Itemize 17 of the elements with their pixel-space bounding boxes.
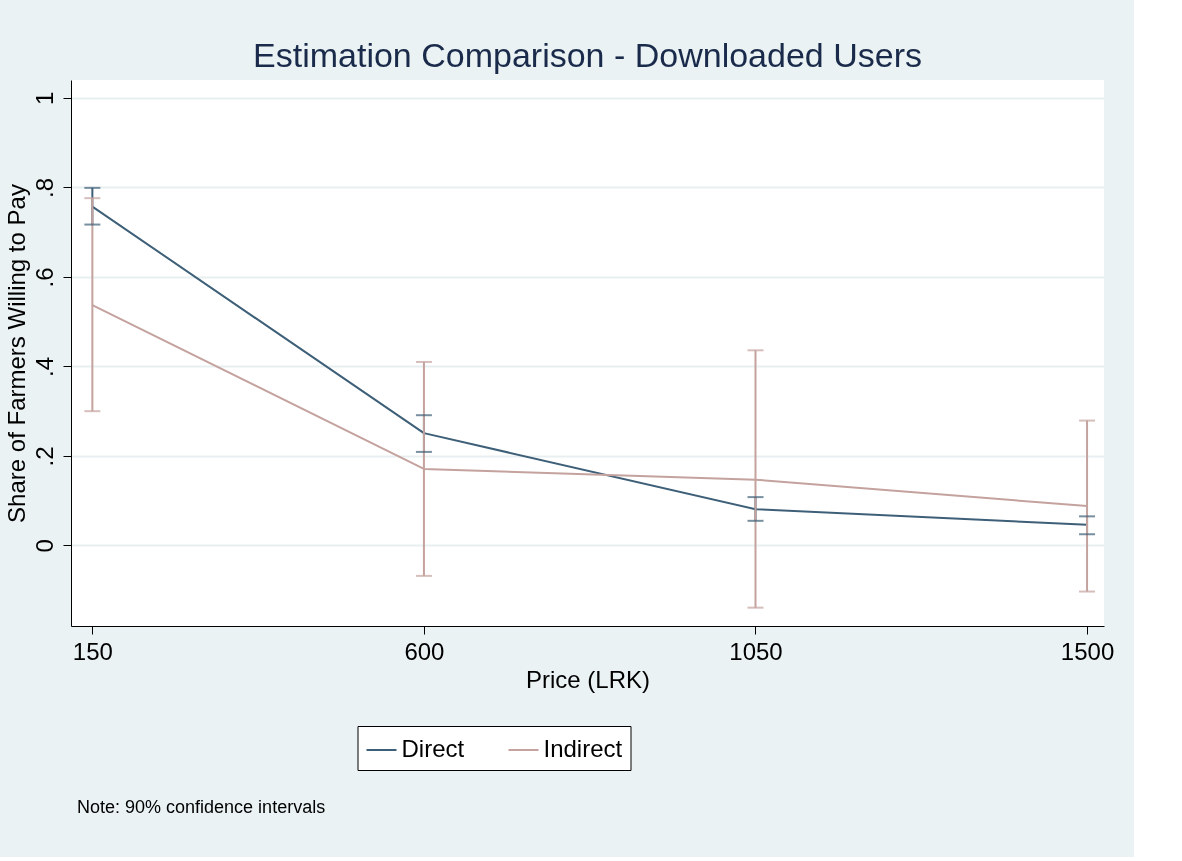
y-tick-label: .4 bbox=[30, 356, 58, 377]
y-tick-label: 0 bbox=[30, 539, 58, 553]
y-tick-label: .6 bbox=[30, 267, 58, 288]
legend-label: Direct bbox=[401, 735, 465, 762]
x-axis-title: Price (LRK) bbox=[525, 665, 651, 693]
y-tick-label: .8 bbox=[30, 177, 58, 198]
y-axis-title: Share of Farmers Willing to Pay bbox=[2, 184, 30, 523]
x-tick-label: 600 bbox=[404, 637, 445, 665]
y-tick-label: .2 bbox=[30, 446, 58, 467]
line-series bbox=[91, 205, 1089, 526]
chart-title: Estimation Comparison - Downloaded Users bbox=[253, 36, 922, 74]
x-tick-label: 150 bbox=[72, 637, 113, 665]
text: Note: 90% confidence intervals bbox=[77, 797, 326, 817]
y-tick-label: 1 bbox=[30, 91, 58, 106]
legend-label: Indirect bbox=[543, 735, 623, 762]
x-tick-label: 1050 bbox=[729, 637, 783, 665]
x-tick-label: 1500 bbox=[1060, 637, 1115, 665]
